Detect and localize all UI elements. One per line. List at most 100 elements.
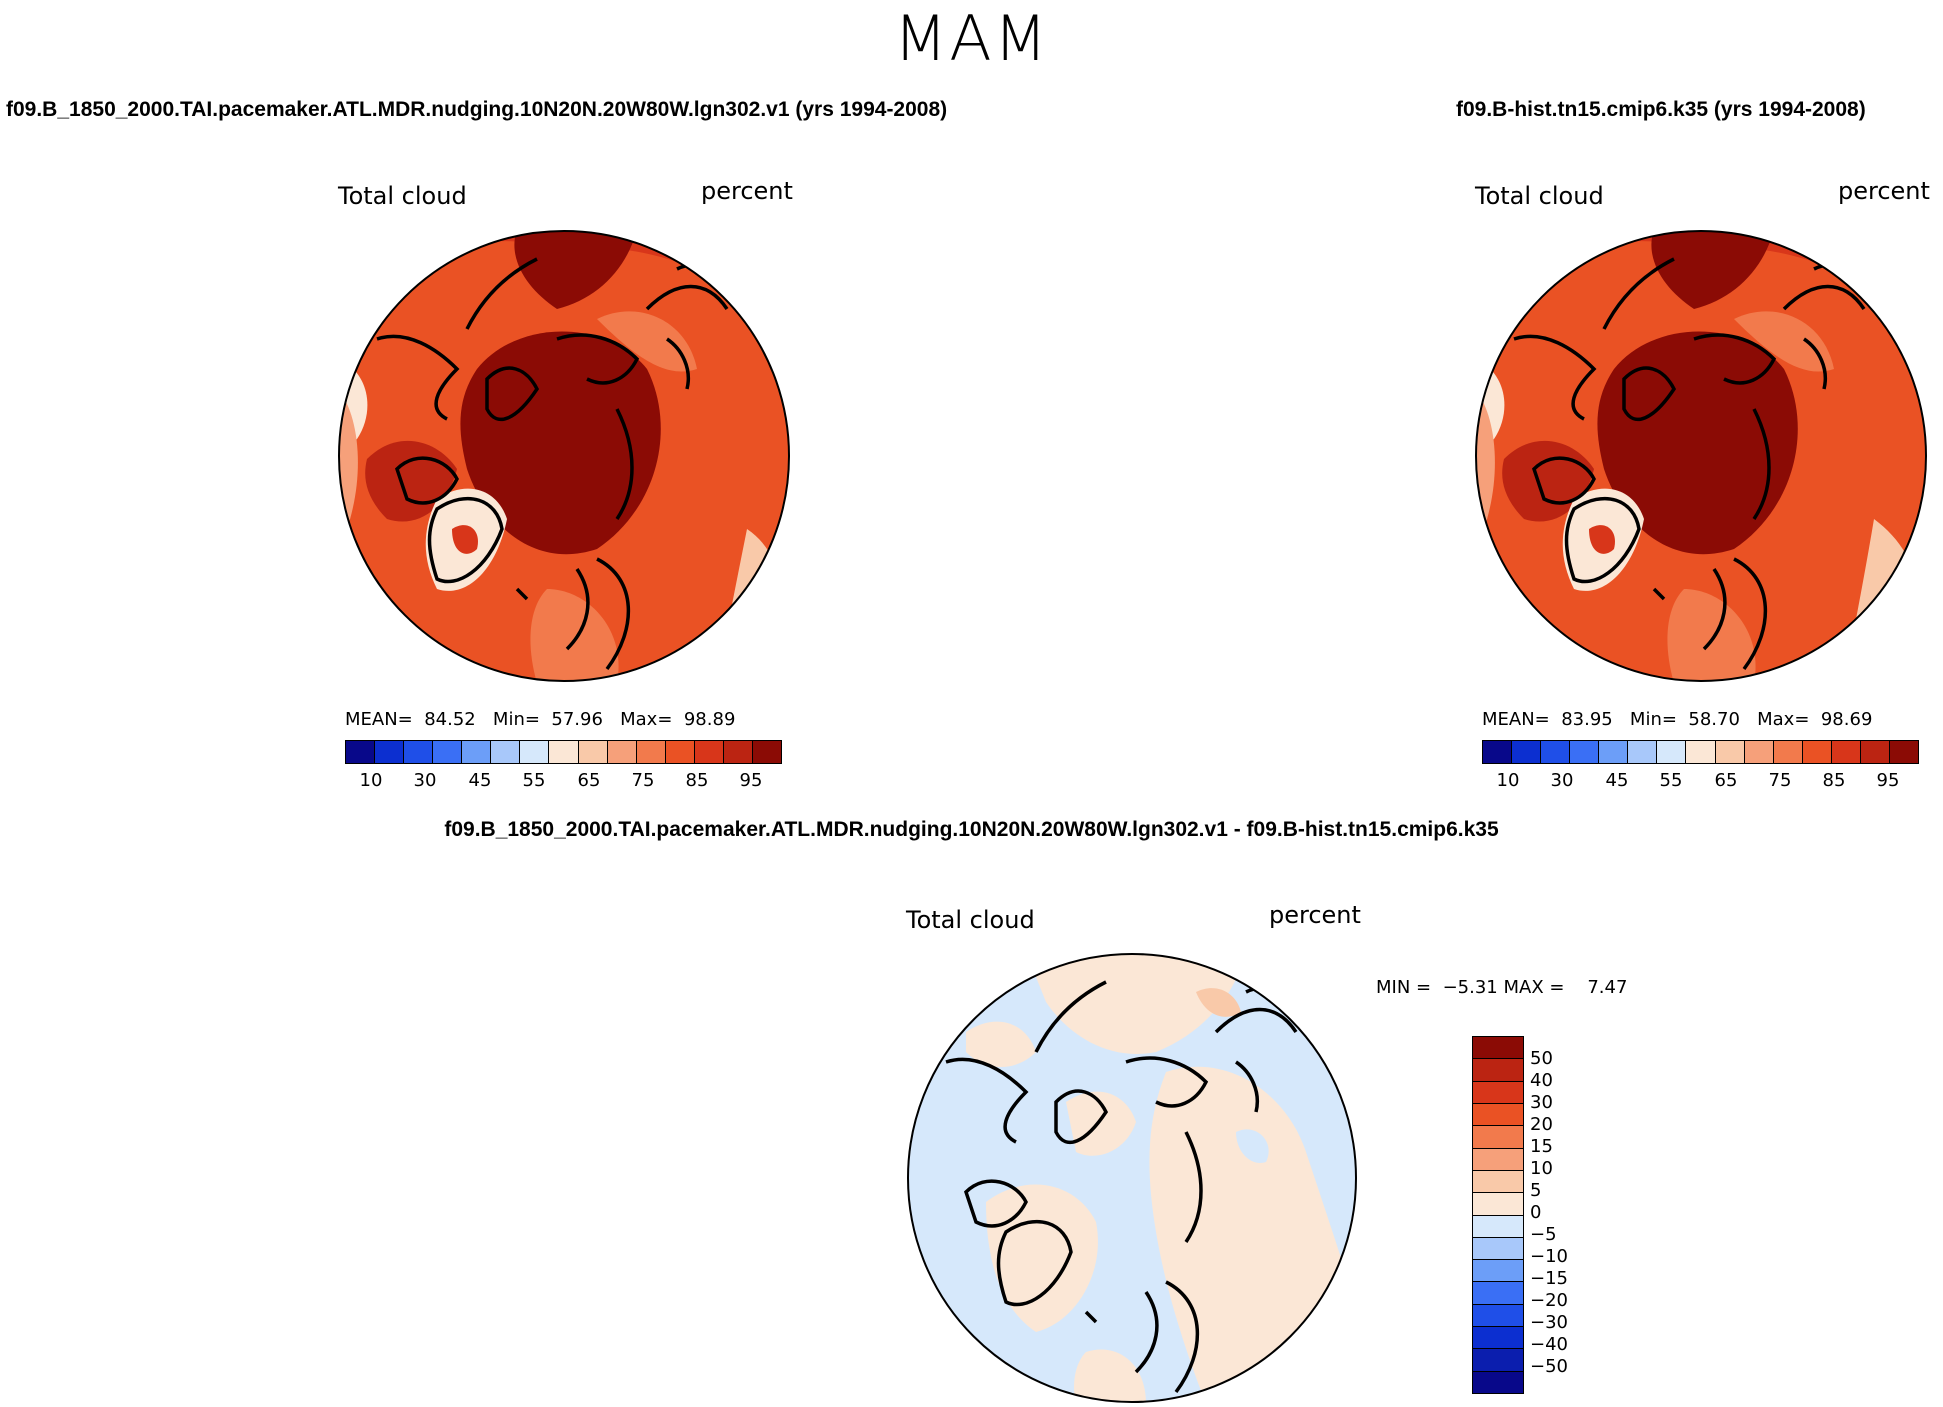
right-tick-label: 95 (1876, 770, 1900, 791)
colorbar-swatch (1715, 741, 1745, 763)
colorbar-swatch (665, 741, 695, 763)
left-max-label: Max= (620, 709, 673, 730)
diff-tick-label: 30 (1530, 1092, 1553, 1113)
left-stats-line: MEAN= 84.52 Min= 57.96 Max= 98.89 (345, 709, 735, 730)
diff-tick-label: −20 (1530, 1290, 1568, 1311)
right-polar-map (1475, 230, 1927, 682)
left-mean-value: 84.52 (424, 709, 476, 730)
colorbar-swatch (1473, 1304, 1523, 1328)
colorbar-swatch (1831, 741, 1861, 763)
diff-tick-label: 5 (1530, 1180, 1542, 1201)
colorbar-swatch (1473, 1237, 1523, 1261)
left-colorbar (345, 740, 782, 764)
diff-max-value: 7.47 (1587, 977, 1628, 998)
diff-colorbar-ticks: 50 40 30 20 15 10 5 0 −5 −10 −15 −20 −30… (1530, 1036, 1610, 1396)
diff-tick-label: −50 (1530, 1356, 1568, 1377)
right-colorbar-ticks: 10 30 45 55 65 75 85 95 (1482, 770, 1917, 794)
colorbar-swatch (1473, 1081, 1523, 1104)
left-tick-label: 75 (631, 770, 655, 791)
right-tick-label: 10 (1496, 770, 1520, 791)
colorbar-swatch (1473, 1260, 1523, 1283)
right-tick-label: 85 (1822, 770, 1846, 791)
colorbar-swatch (607, 741, 637, 763)
colorbar-swatch (1473, 1148, 1523, 1171)
colorbar-swatch (375, 741, 405, 763)
left-tick-label: 10 (359, 770, 383, 791)
colorbar-swatch (1599, 741, 1629, 763)
diff-min-label: MIN = (1376, 977, 1432, 998)
colorbar-swatch (752, 741, 781, 763)
colorbar-swatch (1473, 1170, 1523, 1194)
left-case-title: f09.B_1850_2000.TAI.pacemaker.ATL.MDR.nu… (6, 98, 948, 121)
colorbar-swatch (1473, 1059, 1523, 1082)
colorbar-swatch (1860, 741, 1890, 763)
diff-title: f09.B_1850_2000.TAI.pacemaker.ATL.MDR.nu… (444, 818, 1499, 841)
right-min-label: Min= (1629, 709, 1677, 730)
left-colorbar-ticks: 10 30 45 55 65 75 85 95 (345, 770, 780, 794)
diff-min-value: −5.31 (1442, 977, 1498, 998)
right-units-label: percent (1838, 177, 1930, 205)
diff-tick-label: −15 (1530, 1268, 1568, 1289)
left-tick-label: 45 (468, 770, 492, 791)
colorbar-swatch (1473, 1215, 1523, 1238)
colorbar-swatch (1473, 1103, 1523, 1127)
left-variable-label: Total cloud (338, 182, 467, 210)
colorbar-swatch (1473, 1037, 1523, 1060)
colorbar-swatch (1541, 741, 1571, 763)
right-case-title: f09.B-hist.tn15.cmip6.k35 (yrs 1994-2008… (1456, 98, 1866, 121)
colorbar-swatch (694, 741, 724, 763)
colorbar-swatch (404, 741, 434, 763)
left-max-value: 98.89 (683, 709, 736, 730)
diff-tick-label: 40 (1530, 1070, 1553, 1091)
colorbar-swatch (1473, 1327, 1523, 1350)
colorbar-swatch (1473, 1349, 1523, 1372)
diff-tick-label: 50 (1530, 1048, 1553, 1069)
diff-variable-label: Total cloud (906, 906, 1035, 934)
season-title: MAM (893, 2, 1050, 75)
colorbar-swatch (1473, 1193, 1523, 1216)
colorbar-swatch (1483, 741, 1513, 763)
right-variable-label: Total cloud (1475, 182, 1604, 210)
right-tick-label: 55 (1659, 770, 1683, 791)
diff-max-label: MAX = (1503, 977, 1565, 998)
colorbar-swatch (1802, 741, 1832, 763)
right-tick-label: 30 (1550, 770, 1574, 791)
diff-tick-label: 0 (1530, 1202, 1542, 1223)
colorbar-swatch (462, 741, 492, 763)
colorbar-swatch (346, 741, 376, 763)
colorbar-swatch (1744, 741, 1774, 763)
left-tick-label: 55 (522, 770, 546, 791)
colorbar-swatch (723, 741, 753, 763)
colorbar-swatch (1773, 741, 1803, 763)
diff-tick-label: −30 (1530, 1312, 1568, 1333)
diff-tick-label: 10 (1530, 1158, 1553, 1179)
left-polar-map (338, 230, 790, 682)
diff-tick-label: −10 (1530, 1246, 1568, 1267)
right-max-label: Max= (1757, 709, 1810, 730)
diff-colorbar (1472, 1036, 1524, 1394)
right-min-value: 58.70 (1688, 709, 1740, 730)
right-tick-label: 45 (1605, 770, 1629, 791)
colorbar-swatch (491, 741, 521, 763)
colorbar-swatch (1889, 741, 1918, 763)
left-min-value: 57.96 (551, 709, 603, 730)
colorbar-swatch (1686, 741, 1716, 763)
right-colorbar (1482, 740, 1919, 764)
diff-stats-line: MIN = −5.31 MAX = 7.47 (1376, 977, 1627, 998)
left-units-label: percent (701, 177, 793, 205)
colorbar-swatch (1473, 1282, 1523, 1305)
colorbar-swatch (1473, 1371, 1523, 1393)
right-max-value: 98.69 (1820, 709, 1873, 730)
colorbar-swatch (636, 741, 666, 763)
diff-tick-label: 15 (1530, 1136, 1553, 1157)
colorbar-swatch (578, 741, 608, 763)
diff-units-label: percent (1269, 901, 1361, 929)
left-mean-label: MEAN= (345, 709, 413, 730)
colorbar-swatch (520, 741, 550, 763)
right-mean-value: 83.95 (1561, 709, 1613, 730)
diff-tick-label: −40 (1530, 1334, 1568, 1355)
colorbar-swatch (1473, 1126, 1523, 1149)
colorbar-swatch (1628, 741, 1658, 763)
left-tick-label: 95 (739, 770, 763, 791)
right-tick-label: 65 (1714, 770, 1738, 791)
